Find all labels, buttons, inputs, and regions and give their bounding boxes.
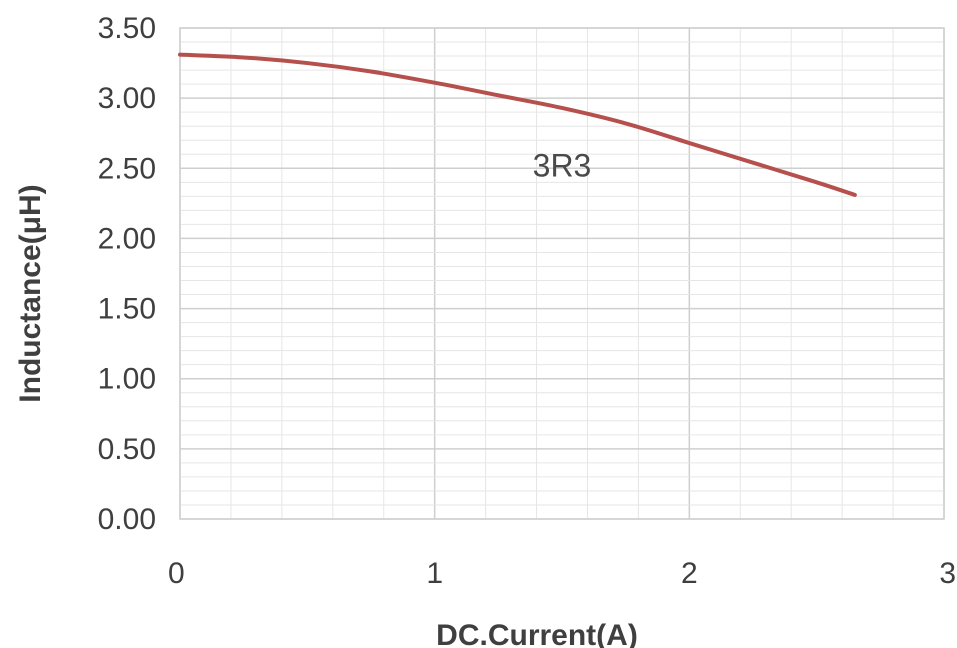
y-axis-title: Inductance(μH) <box>14 184 47 402</box>
y-tick-label: 3.00 <box>98 82 156 115</box>
y-tick-label: 3.50 <box>98 12 156 45</box>
grid-lines <box>179 27 945 520</box>
plot-area-border <box>179 27 945 520</box>
x-tick-label: 0 <box>168 557 185 590</box>
y-tick-label: 0.50 <box>98 433 156 466</box>
tick-labels: 0.00 0.50 1.00 1.50 2.00 2.50 3.00 3.50 0 1 2 3 <box>98 12 956 590</box>
y-tick-label: 2.00 <box>98 222 156 255</box>
x-tick-label: 3 <box>939 557 956 590</box>
y-tick-label: 2.50 <box>98 152 156 185</box>
y-tick-label: 1.00 <box>98 363 156 396</box>
y-tick-label: 1.50 <box>98 293 156 326</box>
y-tick-label: 0.00 <box>98 503 156 536</box>
series-annotation-label: 3R3 <box>533 147 592 183</box>
series-line <box>178 52 857 197</box>
x-tick-label: 1 <box>426 557 443 590</box>
x-axis-title: DC.Current(A) <box>436 619 638 648</box>
x-tick-label: 2 <box>681 557 698 590</box>
series-layer <box>178 52 857 197</box>
